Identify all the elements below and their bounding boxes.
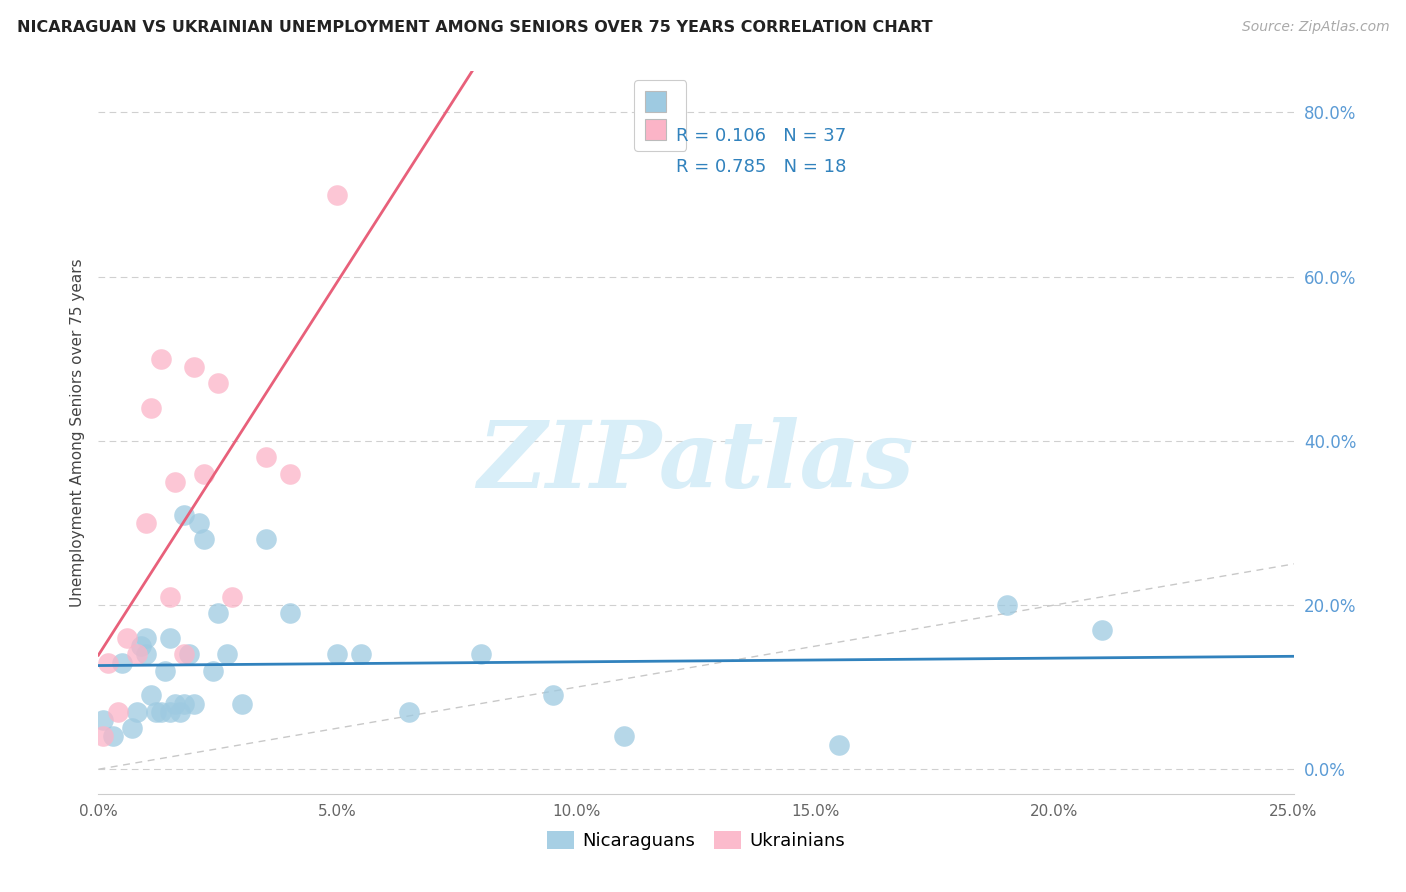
- Point: [207, 376, 229, 391]
- Point: [159, 705, 181, 719]
- Text: NICARAGUAN VS UKRAINIAN UNEMPLOYMENT AMONG SENIORS OVER 75 YEARS CORRELATION CHA: NICARAGUAN VS UKRAINIAN UNEMPLOYMENT AMO…: [17, 20, 932, 35]
- Legend: Nicaraguans, Ukrainians: Nicaraguans, Ukrainians: [540, 823, 852, 857]
- Point: [125, 648, 148, 662]
- Point: [159, 590, 181, 604]
- Point: [202, 664, 225, 678]
- Point: [125, 705, 148, 719]
- Text: R = 0.785   N = 18: R = 0.785 N = 18: [676, 158, 846, 176]
- Point: [828, 738, 851, 752]
- Point: [107, 705, 129, 719]
- Point: [149, 351, 172, 366]
- Point: [139, 689, 162, 703]
- Point: [207, 607, 229, 621]
- Point: [145, 705, 167, 719]
- Point: [101, 730, 124, 744]
- Point: [221, 590, 243, 604]
- Point: [187, 516, 209, 530]
- Point: [254, 450, 277, 465]
- Point: [159, 631, 181, 645]
- Text: ZIPatlas: ZIPatlas: [478, 417, 914, 507]
- Point: [398, 705, 420, 719]
- Point: [135, 648, 157, 662]
- Point: [217, 648, 239, 662]
- Point: [613, 730, 636, 744]
- Point: [111, 656, 134, 670]
- Point: [91, 713, 114, 727]
- Point: [173, 648, 195, 662]
- Point: [183, 697, 205, 711]
- Point: [995, 598, 1018, 612]
- Point: [470, 648, 492, 662]
- Point: [326, 648, 349, 662]
- Point: [231, 697, 253, 711]
- Y-axis label: Unemployment Among Seniors over 75 years: Unemployment Among Seniors over 75 years: [69, 259, 84, 607]
- Point: [183, 359, 205, 374]
- Point: [155, 664, 177, 678]
- Point: [193, 467, 215, 481]
- Point: [173, 697, 195, 711]
- Point: [278, 607, 301, 621]
- Point: [97, 656, 120, 670]
- Point: [131, 639, 153, 653]
- Point: [193, 533, 215, 547]
- Point: [350, 648, 373, 662]
- Point: [163, 697, 186, 711]
- Point: [278, 467, 301, 481]
- Point: [541, 689, 564, 703]
- Text: Source: ZipAtlas.com: Source: ZipAtlas.com: [1241, 20, 1389, 34]
- Point: [121, 721, 143, 735]
- Point: [326, 187, 349, 202]
- Point: [1091, 623, 1114, 637]
- Point: [135, 631, 157, 645]
- Point: [91, 730, 114, 744]
- Point: [135, 516, 157, 530]
- Point: [173, 508, 195, 522]
- Point: [254, 533, 277, 547]
- Point: [169, 705, 191, 719]
- Text: R = 0.106   N = 37: R = 0.106 N = 37: [676, 127, 846, 145]
- Point: [139, 401, 162, 415]
- Point: [179, 648, 201, 662]
- Point: [115, 631, 138, 645]
- Point: [163, 475, 186, 489]
- Point: [149, 705, 172, 719]
